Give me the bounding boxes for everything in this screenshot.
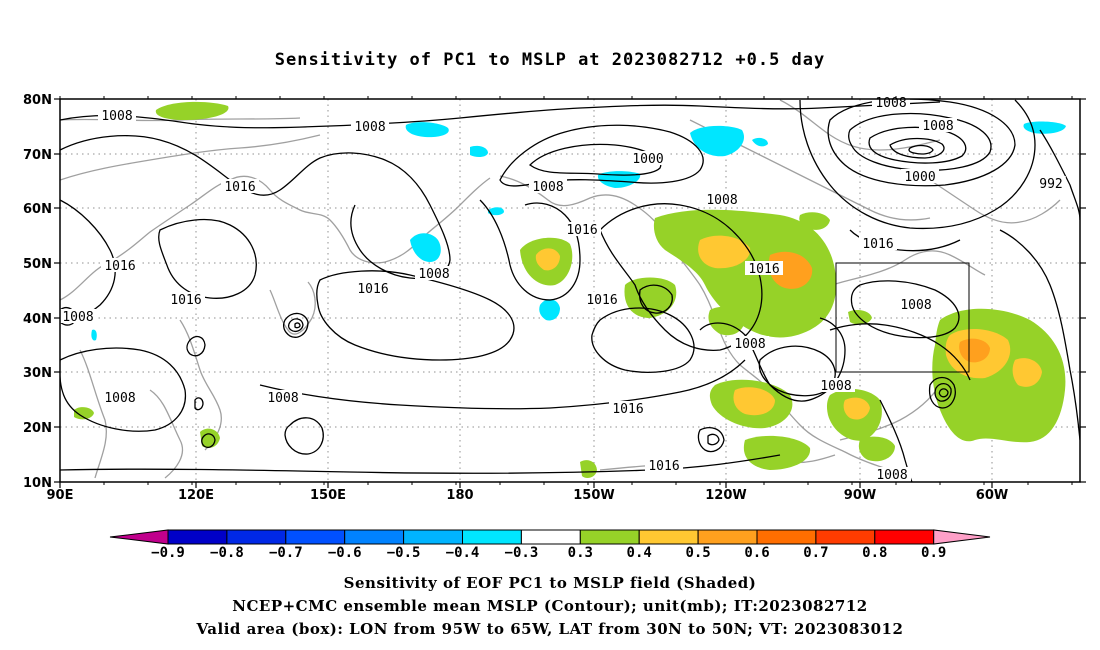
colorbar-cell	[756, 529, 817, 545]
lat-tick-label: 80N	[23, 93, 52, 108]
contour-label: 1016	[104, 259, 135, 274]
colorbar-cell	[638, 529, 699, 545]
colorbar-label: −0.6	[328, 545, 362, 561]
colorbar-label: 0.4	[627, 545, 652, 561]
contour-label: 1008	[706, 193, 737, 208]
contour-label: 1016	[566, 223, 597, 238]
contour-label: 1000	[632, 152, 663, 167]
colorbar-cell	[403, 529, 464, 545]
lon-tick-label: 150E	[310, 488, 346, 503]
mslp-contours	[60, 99, 1080, 482]
contour-label-layer: 1008 1008 1016 1016 1016 1008 1008 1016 1008 1016…	[59, 95, 1066, 483]
caption-contour: NCEP+CMC ensemble mean MSLP (Contour); u…	[232, 597, 868, 615]
lat-tick-label: 40N	[23, 312, 52, 327]
colorbar-cell	[697, 529, 758, 545]
colorbar-cell	[285, 529, 346, 545]
contour-label: 1008	[354, 120, 385, 135]
colorbar-label: −0.7	[269, 545, 303, 561]
colorbar-left-arrow	[109, 529, 169, 545]
colorbar-label: 0.7	[803, 545, 828, 561]
contour-label: 1008	[532, 180, 563, 195]
caption-valid-area: Valid area (box): LON from 95W to 65W, L…	[196, 620, 904, 638]
lat-tick-label: 10N	[23, 476, 52, 491]
colorbar-label: 0.3	[568, 545, 593, 561]
lon-tick-label: 60W	[976, 488, 1008, 503]
negative-shading	[91, 121, 1066, 341]
contour-label: 1016	[862, 237, 893, 252]
contour-label: 1016	[748, 262, 779, 277]
contour-label: 1008	[267, 391, 298, 406]
contour-label: 1016	[586, 293, 617, 308]
colorbar-cell	[815, 529, 876, 545]
contour-label: 1016	[357, 282, 388, 297]
contour-label: 1000	[904, 170, 935, 185]
contour-label: 1008	[418, 267, 449, 282]
colorbar-right-arrow	[933, 529, 991, 545]
colorbar-cell	[344, 529, 405, 545]
lon-tick-label: 180	[446, 488, 473, 503]
colorbar-cell	[167, 529, 228, 545]
contour-label: 1008	[104, 391, 135, 406]
colorbar-label: 0.8	[862, 545, 887, 561]
colorbar-cell	[579, 529, 640, 545]
contour-label: 1016	[170, 293, 201, 308]
colorbar-label: −0.9	[151, 545, 185, 561]
colorbar-cell	[520, 529, 581, 545]
colorbar-cell	[874, 529, 935, 545]
colorbar-label: 0.5	[685, 545, 710, 561]
caption-shading: Sensitivity of EOF PC1 to MSLP field (Sh…	[343, 574, 757, 592]
lon-tick-label: 120W	[705, 488, 746, 503]
contour-label: 1008	[900, 298, 931, 313]
contour-label: 1016	[648, 459, 679, 474]
contour-label: 1008	[62, 310, 93, 325]
lat-tick-label: 30N	[23, 366, 52, 381]
lon-tick-label: 150W	[573, 488, 614, 503]
colorbar-label: −0.5	[387, 545, 421, 561]
contour-label: 1008	[820, 379, 851, 394]
colorbar: −0.9 −0.8 −0.7 −0.6 −0.5 −0.4 −0.3 0.3 0.4 0.5 0.6…	[109, 529, 991, 561]
colorbar-label: 0.9	[921, 545, 946, 561]
sensitivity-map: 1008 1008 1016 1016 1016 1008 1008 1016 1008 1016…	[23, 93, 1086, 503]
contour-label: 992	[1039, 177, 1062, 192]
contour-label: 1008	[101, 109, 132, 124]
colorbar-label: −0.8	[210, 545, 244, 561]
lon-tick-label: 120E	[178, 488, 214, 503]
lat-tick-label: 50N	[23, 257, 52, 272]
valid-area-box	[835, 262, 970, 373]
contour-label: 1016	[612, 402, 643, 417]
contour-label: 1008	[876, 468, 907, 483]
colorbar-label: −0.3	[505, 545, 539, 561]
colorbar-cell	[462, 529, 522, 545]
lat-tick-label: 70N	[23, 148, 52, 163]
colorbar-cell	[226, 529, 287, 545]
contour-label: 1008	[922, 119, 953, 134]
lat-tick-label: 20N	[23, 421, 52, 436]
colorbar-label: 0.6	[744, 545, 769, 561]
lat-tick-label: 60N	[23, 202, 52, 217]
page-title: Sensitivity of PC1 to MSLP at 2023082712…	[274, 50, 826, 70]
lon-tick-label: 90E	[47, 488, 74, 503]
contour-label: 1016	[224, 180, 255, 195]
plot-frame	[59, 98, 1081, 483]
lon-tick-label: 90W	[844, 488, 876, 503]
colorbar-label: −0.4	[446, 545, 480, 561]
contour-label: 1008	[734, 337, 765, 352]
